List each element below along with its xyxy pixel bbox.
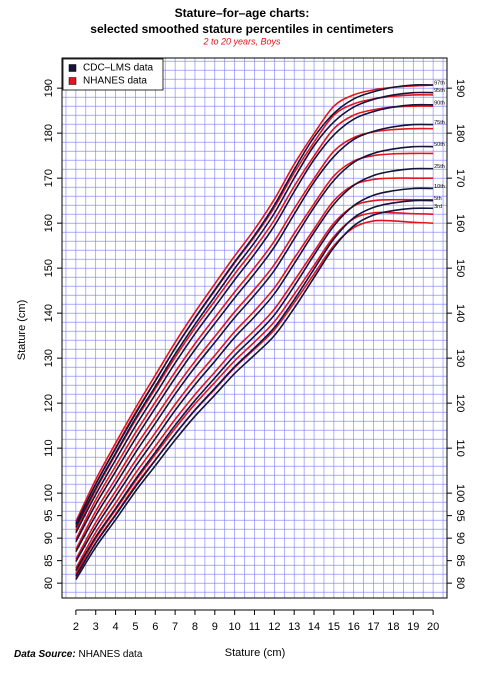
percentile-curve <box>75 198 434 569</box>
y-tick-label: 85 <box>43 555 55 567</box>
y-tick-label: 110 <box>454 439 466 457</box>
y-tick-label: 110 <box>43 439 55 457</box>
percentile-curve <box>75 84 434 525</box>
y-tick-label: 140 <box>454 304 466 322</box>
grid <box>62 58 447 598</box>
percentile-curve <box>75 91 434 528</box>
y-tick-label: 190 <box>43 79 55 97</box>
y-tick-label: 160 <box>454 214 466 232</box>
legend-box <box>62 58 164 91</box>
percentile-curve <box>75 145 434 553</box>
percentile-label: 97th <box>434 80 445 86</box>
x-tick-label: 12 <box>268 621 280 633</box>
legend: CDC–LMS data NHANES data <box>62 58 164 91</box>
percentile-curve <box>75 187 434 571</box>
y-tick-label: 180 <box>454 124 466 142</box>
plot-frame <box>61 57 448 599</box>
x-tick-label: 13 <box>288 621 300 633</box>
legend-label: NHANES data <box>83 76 147 87</box>
percentile-curve <box>75 177 434 560</box>
percentile-label: 3rd <box>434 204 442 210</box>
source-note: Data Source: NHANES data <box>14 649 143 660</box>
y-tick-label: 170 <box>43 169 55 187</box>
curves: 3rd 5th 10th 25th 50th 75th 90th 95th 97th <box>75 80 445 580</box>
x-tick-label: 14 <box>308 621 320 633</box>
percentile-curve <box>75 199 434 577</box>
y-tick-label: 150 <box>43 259 55 277</box>
chart-title: Stature–for–age charts: <box>175 6 310 20</box>
y-axis-label: Stature (cm) <box>16 300 28 361</box>
percentile-curve <box>75 211 434 575</box>
x-tick-label: 5 <box>132 621 138 633</box>
x-tick-label: 4 <box>113 621 119 633</box>
percentile-label: 95th <box>434 88 445 94</box>
percentile-curve <box>75 152 434 550</box>
percentile-curve <box>75 105 434 531</box>
chart-title-line2: selected smoothed stature percentiles in… <box>90 22 394 36</box>
y-tick-label: 130 <box>454 349 466 367</box>
x-tick-label: 8 <box>192 621 198 633</box>
legend-swatch <box>68 77 77 85</box>
y-tick-label: 120 <box>454 394 466 412</box>
percentile-label: 75th <box>434 120 445 126</box>
percentile-label: 90th <box>434 100 445 106</box>
y-tick-label: 140 <box>43 304 55 322</box>
x-tick-label: 15 <box>328 621 340 633</box>
y-tick-label: 80 <box>454 577 466 589</box>
x-tick-label: 2 <box>73 621 79 633</box>
y-tick-label: 150 <box>454 259 466 277</box>
legend-swatch <box>68 64 77 72</box>
x-tick-label: 16 <box>348 621 360 633</box>
x-axis-label: Stature (cm) <box>225 647 286 659</box>
y-tick-label: 170 <box>454 169 466 187</box>
percentile-curve <box>75 123 434 543</box>
x-tick-label: 7 <box>172 621 178 633</box>
percentile-curve <box>75 167 434 562</box>
x-tick-label: 20 <box>427 621 439 633</box>
percentile-label: 10th <box>434 184 445 190</box>
y-tick-label: 80 <box>43 577 55 589</box>
x-tick-label: 17 <box>367 621 379 633</box>
source-label: Data Source: <box>14 649 76 660</box>
percentile-label: 25th <box>434 164 445 170</box>
x-tick-label: 19 <box>407 621 419 633</box>
y-tick-label: 90 <box>43 532 55 544</box>
y-tick-label: 160 <box>43 214 55 232</box>
x-tick-label: 10 <box>229 621 241 633</box>
y-tick-label: 95 <box>43 510 55 522</box>
percentile-curve <box>75 207 434 580</box>
y-tick-label: 85 <box>454 555 466 567</box>
y-tick-label: 120 <box>43 394 55 412</box>
y-tick-label: 100 <box>454 484 466 502</box>
percentile-curve <box>75 103 434 534</box>
x-tick-label: 18 <box>387 621 399 633</box>
x-tick-label: 11 <box>249 621 260 633</box>
y-tick-label: 100 <box>43 484 55 502</box>
source-text: NHANES data <box>78 649 142 660</box>
percentile-curve <box>75 84 434 522</box>
x-tick-label: 9 <box>212 621 218 633</box>
percentile-label: 5th <box>434 196 442 202</box>
y-tick-label: 95 <box>454 510 466 522</box>
y-tick-label: 90 <box>454 532 466 544</box>
y-tick-label: 130 <box>43 349 55 367</box>
chart-subtitle: 2 to 20 years, Boys <box>202 36 281 46</box>
x-tick-label: 3 <box>93 621 99 633</box>
y-tick-label: 190 <box>454 79 466 97</box>
x-tick-label: 6 <box>152 621 158 633</box>
legend-label: CDC–LMS data <box>83 63 153 74</box>
percentile-label: 50th <box>434 142 445 148</box>
y-tick-label: 180 <box>43 124 55 142</box>
